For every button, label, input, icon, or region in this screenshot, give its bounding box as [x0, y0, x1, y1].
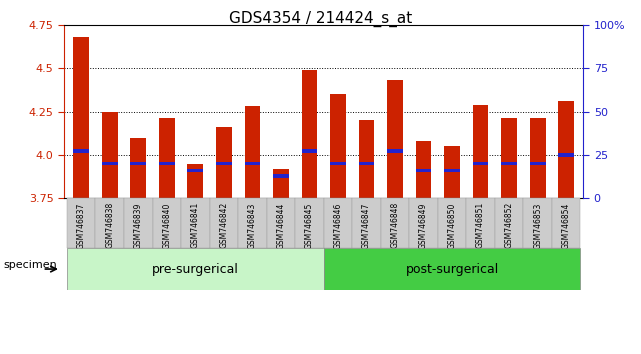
Text: GSM746842: GSM746842: [219, 202, 228, 249]
Text: GSM746845: GSM746845: [305, 202, 314, 249]
Text: specimen: specimen: [3, 261, 57, 270]
Bar: [73, 149, 89, 153]
Bar: [210, 198, 238, 248]
Bar: [96, 198, 124, 248]
Bar: [159, 119, 174, 198]
Text: GSM746840: GSM746840: [162, 202, 171, 249]
Bar: [324, 248, 581, 290]
Text: GSM746844: GSM746844: [276, 202, 285, 249]
Bar: [330, 162, 345, 165]
Bar: [67, 248, 324, 290]
Bar: [130, 162, 146, 165]
Bar: [473, 104, 488, 198]
Bar: [444, 169, 460, 172]
Text: GSM746847: GSM746847: [362, 202, 371, 249]
Bar: [102, 112, 117, 198]
Text: GSM746850: GSM746850: [447, 202, 456, 249]
Bar: [410, 198, 438, 248]
Bar: [73, 37, 89, 198]
Bar: [524, 198, 552, 248]
Bar: [381, 198, 410, 248]
Text: GSM746846: GSM746846: [333, 202, 342, 249]
Text: pre-surgerical: pre-surgerical: [152, 263, 238, 275]
Text: GSM746848: GSM746848: [390, 202, 399, 249]
Text: post-surgerical: post-surgerical: [406, 263, 499, 275]
Bar: [330, 94, 345, 198]
Bar: [501, 162, 517, 165]
Bar: [552, 198, 581, 248]
Bar: [187, 169, 203, 172]
Bar: [216, 162, 231, 165]
Bar: [153, 198, 181, 248]
Bar: [530, 162, 545, 165]
Bar: [324, 198, 353, 248]
Bar: [273, 174, 288, 178]
Bar: [558, 153, 574, 157]
Bar: [359, 120, 374, 198]
Text: GSM746841: GSM746841: [191, 202, 200, 249]
Bar: [244, 106, 260, 198]
Bar: [273, 169, 288, 198]
Bar: [530, 119, 545, 198]
Text: GSM746838: GSM746838: [105, 202, 114, 249]
Bar: [416, 141, 431, 198]
Text: GSM746837: GSM746837: [77, 202, 86, 249]
Bar: [159, 162, 174, 165]
Text: GSM746849: GSM746849: [419, 202, 428, 249]
Bar: [467, 198, 495, 248]
Bar: [244, 162, 260, 165]
Bar: [302, 149, 317, 153]
Bar: [267, 198, 295, 248]
Text: GSM746852: GSM746852: [504, 202, 513, 249]
Bar: [181, 198, 210, 248]
Bar: [216, 127, 231, 198]
Text: GDS4354 / 214424_s_at: GDS4354 / 214424_s_at: [229, 11, 412, 27]
Bar: [187, 164, 203, 198]
Text: GSM746851: GSM746851: [476, 202, 485, 249]
Bar: [438, 198, 467, 248]
Text: GSM746843: GSM746843: [248, 202, 257, 249]
Bar: [387, 80, 403, 198]
Bar: [124, 198, 153, 248]
Bar: [67, 198, 96, 248]
Bar: [359, 162, 374, 165]
Bar: [501, 119, 517, 198]
Text: GSM746839: GSM746839: [134, 202, 143, 249]
Bar: [102, 162, 117, 165]
Bar: [295, 198, 324, 248]
Bar: [387, 149, 403, 153]
Bar: [302, 70, 317, 198]
Bar: [444, 146, 460, 198]
Bar: [238, 198, 267, 248]
Bar: [353, 198, 381, 248]
Bar: [416, 169, 431, 172]
Bar: [473, 162, 488, 165]
Bar: [130, 138, 146, 198]
Bar: [558, 101, 574, 198]
Text: GSM746853: GSM746853: [533, 202, 542, 249]
Text: GSM746854: GSM746854: [562, 202, 570, 249]
Bar: [495, 198, 524, 248]
